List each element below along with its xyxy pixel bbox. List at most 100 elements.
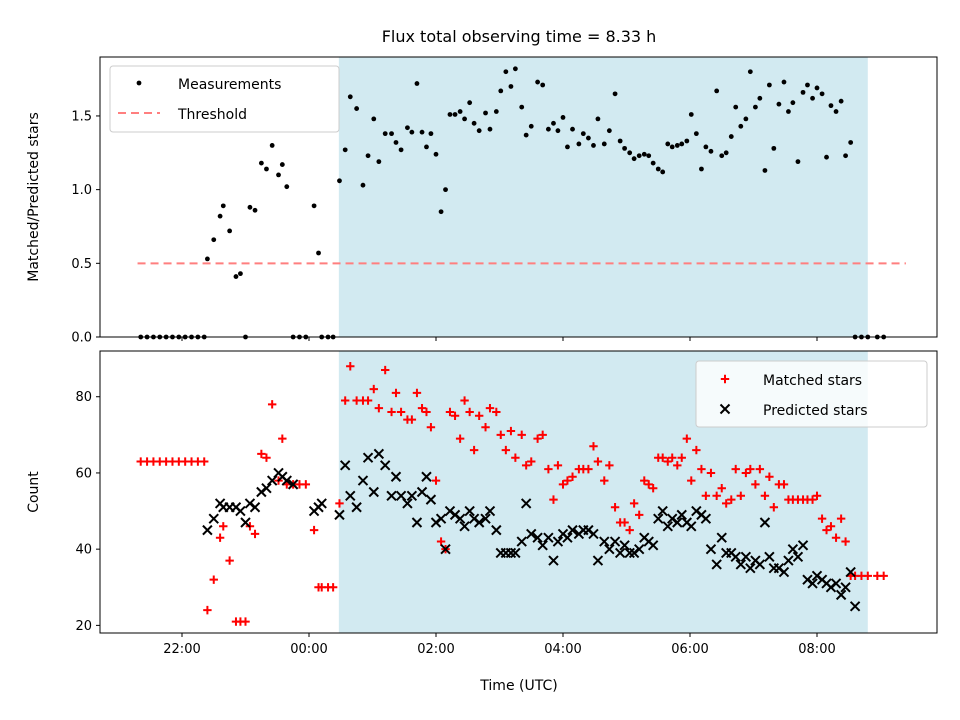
measurement-point xyxy=(790,100,796,106)
measurement-point xyxy=(360,182,366,188)
y-tick-label: 0.5 xyxy=(71,257,92,272)
predicted-star-point xyxy=(480,513,491,524)
matched-star-point xyxy=(589,442,598,451)
measurement-point xyxy=(398,147,404,153)
predicted-star-point xyxy=(783,555,794,566)
chart-title: Flux total observing time = 8.33 h xyxy=(382,27,657,46)
measurement-point xyxy=(771,145,777,151)
predicted-star-point xyxy=(281,475,292,486)
matched-star-point xyxy=(746,464,755,474)
matched-star-point xyxy=(593,457,603,466)
measurement-point xyxy=(528,123,534,129)
measurement-point xyxy=(762,168,768,173)
matched-star-point xyxy=(506,426,516,436)
measurement-point xyxy=(660,169,666,175)
measurement-point xyxy=(512,66,518,72)
predicted-star-point xyxy=(520,498,532,509)
measurement-point xyxy=(636,153,642,159)
measurement-point xyxy=(493,109,499,114)
matched-star-point xyxy=(200,457,209,466)
predicted-star-point xyxy=(526,528,537,540)
measurement-point xyxy=(622,145,627,151)
matched-star-point xyxy=(374,403,384,413)
measurement-point xyxy=(279,162,285,167)
measurement-point xyxy=(347,94,353,100)
predicted-star-point xyxy=(406,490,418,502)
matched-star-point xyxy=(697,464,706,474)
predicted-star-point xyxy=(548,555,559,566)
matched-star-point xyxy=(663,457,672,466)
legend-predicted-marker xyxy=(719,403,731,415)
predicted-star-point xyxy=(411,517,423,528)
measurement-point xyxy=(545,126,551,132)
matched-star-point xyxy=(668,453,677,462)
matched-star-point xyxy=(396,407,406,417)
predicted-star-point xyxy=(849,601,861,612)
measurement-point xyxy=(753,104,758,110)
matched-star-point xyxy=(460,396,469,405)
measurement-point xyxy=(679,141,685,147)
matched-star-point xyxy=(209,575,218,584)
matched-star-point xyxy=(538,430,547,440)
matched-star-point xyxy=(727,495,736,504)
matched-star-point xyxy=(568,472,577,481)
predicted-star-point xyxy=(754,559,766,570)
predicted-star-point xyxy=(484,505,496,517)
measurement-point xyxy=(227,228,233,234)
matched-star-point xyxy=(558,480,568,489)
measurement-point xyxy=(452,112,458,117)
measurement-point xyxy=(757,95,763,101)
legend-measurement-marker xyxy=(136,80,142,86)
predicted-star-point xyxy=(567,524,578,536)
matched-star-point xyxy=(301,480,311,489)
matched-star-point xyxy=(450,411,460,420)
measurement-point xyxy=(595,116,601,122)
time-x-axis: 22:00 00:00 02:00 04:00 06:00 08:00 xyxy=(163,633,836,657)
x-tick-label: 00:00 xyxy=(290,642,327,657)
measurement-point xyxy=(733,104,739,110)
predicted-star-point xyxy=(373,448,385,460)
measurement-point xyxy=(580,131,586,137)
measurement-point xyxy=(674,143,680,148)
measurement-point xyxy=(467,100,473,106)
measurement-point xyxy=(414,81,420,86)
predicted-star-point xyxy=(740,551,752,562)
measurement-point xyxy=(405,125,410,131)
matched-star-point xyxy=(625,525,634,535)
matched-star-point xyxy=(407,415,417,424)
measurement-point xyxy=(576,141,582,147)
predicted-star-point xyxy=(339,460,351,471)
count-y-axis-label: Count xyxy=(26,471,42,513)
predicted-star-point xyxy=(386,490,397,502)
matched-star-point xyxy=(278,434,287,443)
matched-star-point xyxy=(335,499,344,508)
predicted-star-point xyxy=(764,551,775,562)
measurement-point xyxy=(519,104,525,110)
predicted-star-point xyxy=(390,471,402,482)
measurement-point xyxy=(342,147,348,153)
measurement-point xyxy=(393,140,399,145)
predicted-star-point xyxy=(686,521,697,532)
matched-star-point xyxy=(445,407,455,417)
measurement-point xyxy=(703,144,709,150)
measurement-point xyxy=(848,140,854,145)
observing-window-shade-top xyxy=(338,57,868,337)
measurement-point xyxy=(462,116,467,122)
measurement-point xyxy=(523,132,529,138)
predicted-star-point xyxy=(351,502,362,513)
matched-star-point xyxy=(426,423,436,432)
predicted-star-point xyxy=(379,460,391,471)
matched-star-point xyxy=(250,529,260,539)
measurement-point xyxy=(747,69,753,75)
predicted-star-point xyxy=(362,452,374,463)
matched-star-point xyxy=(215,533,225,542)
predicted-star-point xyxy=(202,524,213,536)
measurement-point xyxy=(684,138,690,144)
predicted-star-point xyxy=(240,517,251,528)
matched-star-point xyxy=(817,514,827,523)
predicted-star-point xyxy=(459,521,470,532)
predicted-star-point xyxy=(402,498,413,509)
x-tick-label: 22:00 xyxy=(163,642,200,657)
